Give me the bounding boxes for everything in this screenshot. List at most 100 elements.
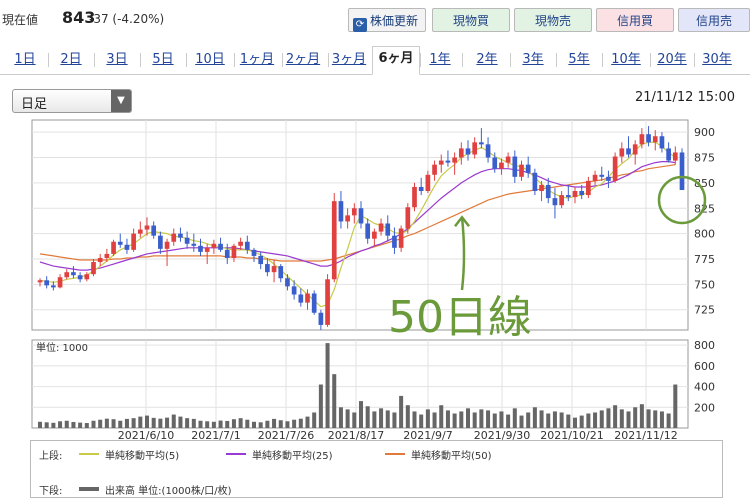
price-tick-label: 900 — [694, 126, 715, 139]
annotation-arrow-line — [460, 217, 466, 291]
candle-body — [378, 223, 384, 232]
volume-bar — [365, 406, 370, 428]
volume-bar — [178, 416, 183, 428]
volume-bar — [492, 413, 497, 428]
volume-bar — [586, 413, 591, 428]
candle-body — [305, 293, 310, 303]
tab-separator — [420, 53, 421, 67]
volume-bar — [225, 420, 230, 428]
candle-body — [505, 156, 511, 163]
chart-legend: 上段: 単純移動平均(5) 単純移動平均(25) 単純移動平均(50) 下段: … — [30, 440, 723, 498]
tab-1[interactable]: 2日 — [60, 52, 82, 67]
legend-volume: 出来高 単位:(1000株/口/枚) — [105, 486, 232, 497]
candle-body — [64, 272, 70, 278]
candle-body — [499, 162, 504, 169]
volume-bar — [118, 420, 123, 428]
price-pane — [31, 119, 689, 331]
candle-body — [318, 312, 324, 325]
candle-body — [519, 164, 524, 177]
tab-14[interactable]: 20年 — [657, 52, 687, 67]
volume-bar — [593, 412, 598, 428]
tab-4[interactable]: 10日 — [195, 52, 225, 67]
x-tick-label: 2021/9/7 — [403, 429, 452, 442]
candle-body — [398, 228, 404, 248]
candle-body — [646, 134, 651, 143]
tab-3[interactable]: 5日 — [152, 52, 174, 67]
tab-13[interactable]: 10年 — [611, 52, 641, 67]
annotation-circle — [657, 175, 707, 225]
candle-body — [612, 156, 618, 181]
volume-bar — [298, 418, 303, 428]
tab-15[interactable]: 30年 — [702, 52, 732, 67]
candle-body — [178, 233, 183, 238]
volume-bar — [459, 411, 464, 428]
tab-5[interactable]: 1ヶ月 — [239, 52, 275, 67]
volume-bar — [98, 419, 103, 428]
legend-ma50-swatch — [385, 453, 405, 455]
spot-buy-button[interactable]: 現物買 — [432, 8, 510, 32]
x-tick-label: 2021/7/1 — [191, 429, 240, 442]
candle-body — [606, 176, 611, 181]
chevron-down-icon: ▼ — [111, 90, 131, 112]
tab-7[interactable]: 3ヶ月 — [331, 52, 367, 67]
current-price: 843 — [62, 8, 96, 27]
refresh-label: 株価更新 — [370, 14, 419, 28]
tab-6[interactable]: 2ヶ月 — [285, 52, 321, 67]
volume-bar — [111, 419, 116, 428]
tab-8[interactable]: 6ヶ月 — [372, 46, 420, 75]
candle-body — [71, 272, 76, 276]
volume-bar — [432, 412, 437, 428]
volume-bar — [412, 411, 417, 428]
volume-bar — [646, 409, 651, 428]
candle-body — [57, 277, 63, 288]
interval-select[interactable]: 日足 ▼ — [12, 89, 132, 113]
volume-bar — [532, 407, 537, 428]
volume-bar — [546, 413, 551, 428]
price-tick-label: 725 — [694, 304, 715, 317]
volume-bar — [138, 416, 143, 428]
candle-body — [137, 229, 143, 234]
tab-9[interactable]: 1年 — [429, 52, 451, 67]
tab-10[interactable]: 2年 — [476, 52, 498, 67]
candle-body — [244, 241, 250, 250]
candle-body — [492, 157, 498, 169]
volume-bar — [205, 421, 210, 428]
candle-body — [525, 164, 531, 173]
volume-bar — [619, 409, 624, 428]
spot-sell-button[interactable]: 現物売 — [514, 8, 592, 32]
volume-bar — [606, 408, 611, 428]
candle-body — [251, 249, 257, 256]
candle-body — [265, 264, 270, 273]
volume-bar — [258, 422, 263, 428]
refresh-price-button[interactable]: ⟳ 株価更新 — [348, 8, 426, 32]
candle-body — [198, 245, 203, 252]
volume-bar — [445, 410, 450, 428]
candle-body — [532, 172, 538, 192]
candle-body — [238, 241, 243, 246]
volume-bar — [539, 410, 544, 428]
volume-bar — [131, 418, 136, 428]
tab-12[interactable]: 5年 — [568, 52, 590, 67]
candle-body — [385, 223, 391, 236]
candle-body — [565, 195, 571, 198]
tab-11[interactable]: 3年 — [522, 52, 544, 67]
candle-body — [445, 160, 451, 163]
price-tick-label: 800 — [694, 228, 715, 241]
candle-body — [158, 235, 163, 249]
candle-body — [104, 253, 110, 258]
legend-ma5-swatch — [79, 453, 99, 455]
margin-sell-button[interactable]: 信用売 — [678, 8, 750, 32]
tab-separator — [140, 53, 141, 67]
candle-body — [111, 241, 116, 254]
margin-buy-button[interactable]: 信用買 — [596, 8, 674, 32]
legend-ma25-swatch — [226, 453, 246, 455]
volume-bar — [191, 418, 196, 428]
volume-bar — [399, 395, 404, 428]
candle-body — [626, 148, 631, 155]
candle-body — [599, 174, 605, 177]
volume-bar — [599, 410, 604, 428]
volume-bar — [452, 413, 457, 428]
volume-bar — [51, 422, 56, 428]
tab-2[interactable]: 3日 — [106, 52, 128, 67]
tab-0[interactable]: 1日 — [14, 52, 36, 67]
